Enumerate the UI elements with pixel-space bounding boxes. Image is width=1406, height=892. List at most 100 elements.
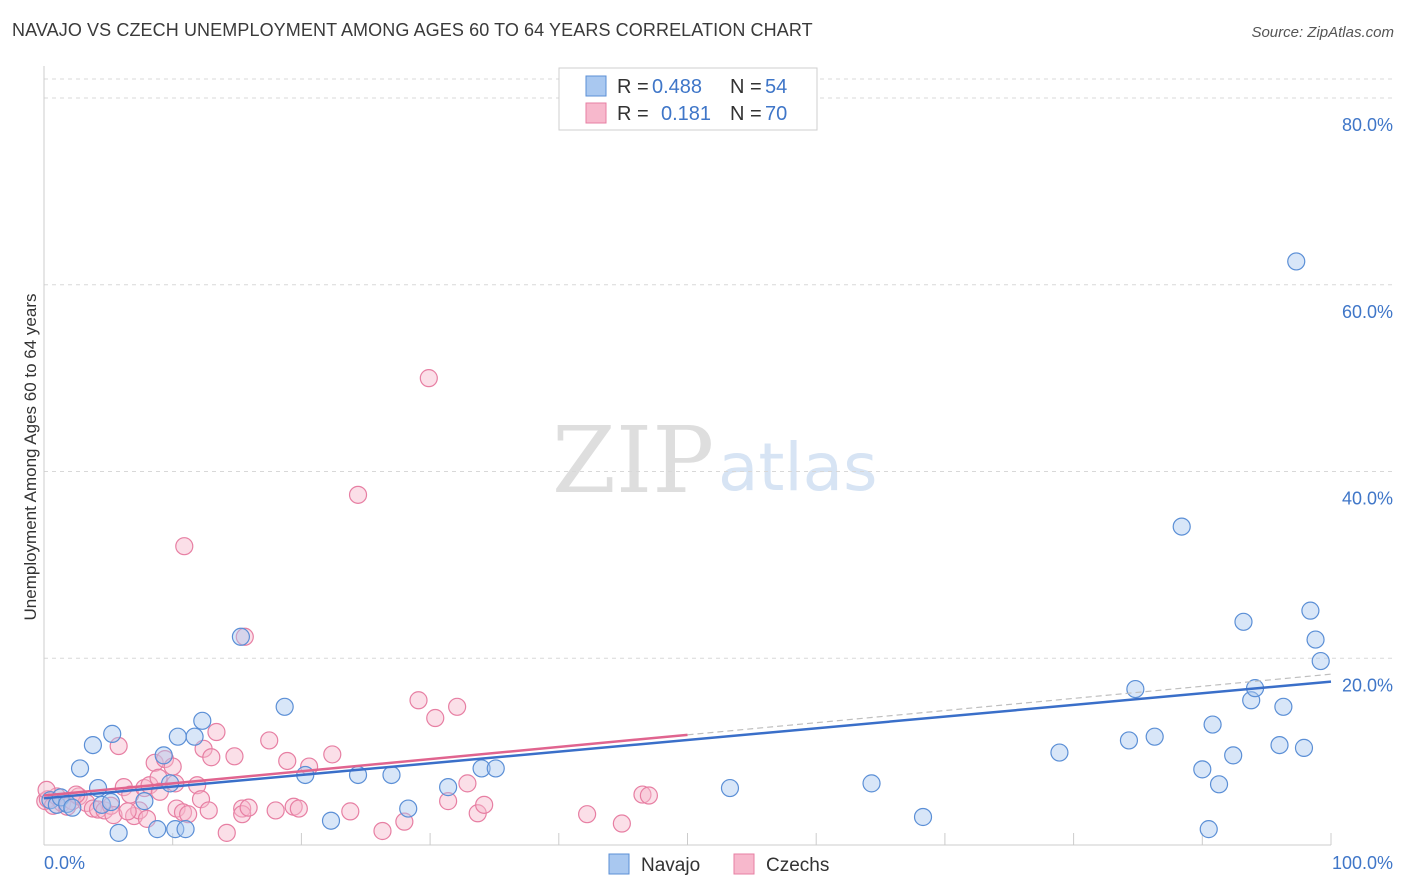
navajo-point [399,799,418,818]
navajo-point [1119,731,1139,750]
czech-trend-line [43,733,688,797]
navajo-point [382,765,401,785]
y-tick-label: 60.0% [1342,302,1393,322]
navajo-point [486,759,505,778]
czech-point [225,747,244,766]
navajo-point [1172,517,1191,536]
navajo-point [1209,775,1229,794]
navajo-point [1287,252,1306,271]
stats-legend: R = 0.488 N = 54 R = 0.181 N = 70 [558,67,818,131]
navajo-trend-line [43,680,1332,800]
navajo-point [275,697,294,716]
navajo-point [1294,738,1314,757]
navajo-point [1145,727,1164,746]
czech-point [199,801,218,820]
czech-point [475,795,494,814]
czech-point [233,799,252,818]
legend-navajo-r-label: R = [617,76,649,98]
navajo-point [193,711,212,730]
czech-point [348,485,368,504]
navajo-point [83,735,103,755]
navajo-point [168,727,187,746]
czech-point [233,805,252,824]
bottom-legend-czechs: Czechs [766,855,829,876]
czech-point [83,799,103,818]
navajo-point [1311,651,1330,671]
navajo-point [231,627,251,646]
czech-point [118,802,137,821]
czech-point [260,731,279,750]
trend-layer [43,673,1332,800]
navajo-point [1234,612,1253,631]
czech-trend-extension [687,673,1332,736]
y-tick-label: 20.0% [1342,675,1393,695]
navajo-point [1270,735,1289,755]
legend-navajo-r-value: 0.488 [652,76,702,98]
czech-point [578,805,597,824]
czech-point [633,785,652,804]
czech-point [207,722,226,742]
czech-point [289,799,308,818]
navajo-point [1306,630,1325,649]
navajo-point [1203,715,1222,734]
axes-layer: 20.0% 40.0% 60.0% 80.0% 0.0% 100.0% [43,66,1393,873]
czech-point [202,748,221,767]
navajo-point [135,792,154,811]
navajo-point [1242,691,1261,710]
czech-point [278,751,297,771]
czech-point [373,821,392,841]
navajo-point [913,807,933,827]
series-legend: Navajo Czechs [608,853,829,876]
legend-czechs-n-label: N = [730,103,762,125]
czech-point [448,697,467,716]
navajo-point [472,759,491,778]
czech-point [409,691,428,710]
navajo-point [1193,760,1212,779]
czech-point [149,768,168,787]
bottom-legend-swatch-navajo [608,853,630,875]
navajo-point [321,811,341,830]
czech-point [419,369,438,388]
x-tick-label: 0.0% [44,853,85,873]
navajo-point [176,820,195,839]
navajo-point [148,820,167,839]
czech-point [612,814,631,833]
legend-navajo-n-value: 54 [765,76,787,98]
czech-point [458,774,477,793]
navajo-point [1274,697,1293,716]
czech-point [235,627,254,646]
czech-point [217,823,236,842]
navajo-point [1301,601,1320,620]
y-tick-label: 80.0% [1342,115,1393,135]
czech-point [341,802,360,821]
watermark-zip: ZIP [552,407,714,514]
y-tick-label: 40.0% [1342,489,1393,509]
grid-layer [44,78,1393,659]
navajo-point [63,798,82,817]
navajo-point [70,759,90,778]
czech-point [266,801,285,820]
legend-navajo-n-label: N = [730,76,762,98]
navajo-point [185,727,204,746]
bottom-legend-navajo: Navajo [641,855,700,876]
navajo-point [109,823,128,842]
navajo-point [1126,679,1145,699]
czech-point [239,798,258,817]
navajo-point [862,774,881,793]
navajo-point [154,746,173,765]
navajo-point [1199,820,1218,839]
czech-point [439,792,458,811]
legend-czechs-r-value: 0.181 [661,103,711,125]
legend-swatch-czechs [585,102,607,124]
czech-point [426,708,445,728]
czech-point [639,786,658,805]
czech-point [179,805,198,824]
chart-title: NAVAJO VS CZECH UNEMPLOYMENT AMONG AGES … [12,20,813,40]
watermark-atlas: atlas [718,429,878,506]
y-axis-title: Unemployment Among Ages 60 to 64 years [21,294,40,621]
bottom-legend-swatch-czechs [733,853,755,875]
navajo-point [101,792,121,812]
navajo-point [103,724,122,743]
chart-source: Source: ZipAtlas.com [1251,24,1394,41]
navajo-point [166,820,185,839]
